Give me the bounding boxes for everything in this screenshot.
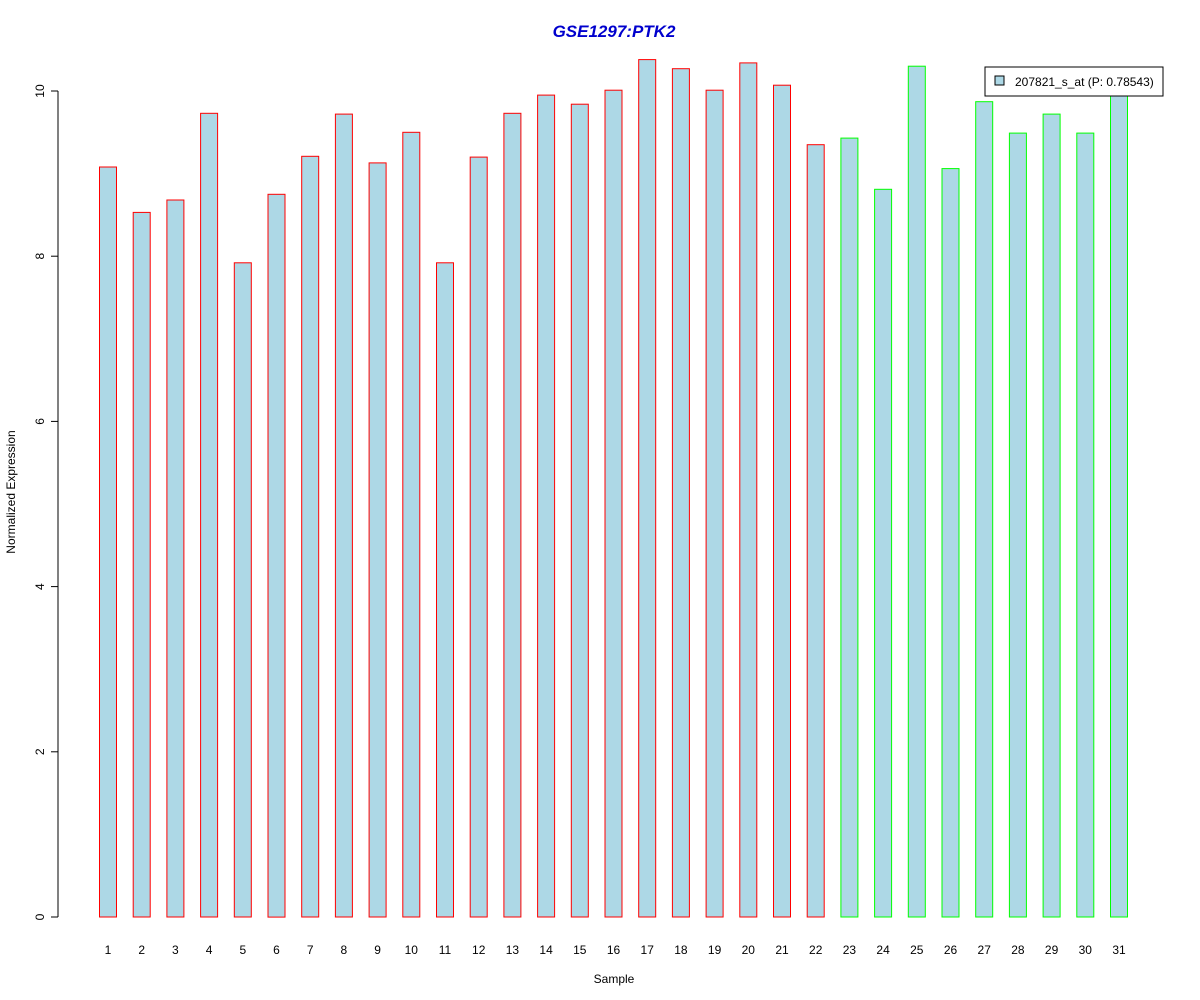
bar-sample-14: [537, 94, 556, 918]
x-tick-label: 15: [573, 943, 587, 957]
bar-sample-26: [941, 168, 960, 918]
bar-sample-10: [402, 131, 421, 918]
x-tick-label: 23: [843, 943, 857, 957]
x-tick-label: 20: [742, 943, 756, 957]
x-tick-label: 29: [1045, 943, 1059, 957]
x-tick-label: 27: [978, 943, 992, 957]
x-tick-label: 25: [910, 943, 924, 957]
bar-sample-19: [705, 89, 724, 918]
x-tick-label: 24: [876, 943, 890, 957]
y-tick-label: 6: [33, 418, 47, 425]
bar-sample-2: [132, 211, 151, 918]
bar-sample-13: [503, 112, 522, 918]
bar-sample-25: [907, 65, 926, 918]
x-tick-label: 8: [341, 943, 348, 957]
x-tick-label: 3: [172, 943, 179, 957]
x-tick-label: 11: [439, 943, 452, 957]
x-tick-label: 7: [307, 943, 314, 957]
bar-sample-28: [1008, 132, 1027, 918]
x-tick-label: 18: [674, 943, 688, 957]
bar-sample-22: [806, 144, 825, 918]
y-tick-label: 0: [33, 913, 47, 920]
bar-sample-31: [1110, 92, 1128, 918]
x-axis-ticks: 1 2 3 4 5 6 7 8 9 10 11 12 13 14 15 16 17 18 19 20 21 22 23 24 2…: [105, 943, 1126, 957]
bar-sample-17: [638, 59, 657, 918]
bar-sample-6: [267, 193, 286, 918]
legend-swatch: [994, 75, 1005, 86]
x-tick-label: 19: [708, 943, 722, 957]
x-tick-label: 13: [506, 943, 520, 957]
y-tick-label: 10: [33, 84, 47, 98]
legend-label: 207821_s_at (P: 0.78543): [1015, 75, 1154, 89]
x-tick-label: 21: [775, 943, 789, 957]
bar-sample-24: [874, 188, 893, 918]
bar-sample-4: [200, 112, 219, 918]
x-tick-label: 22: [809, 943, 823, 957]
y-axis: 0 2 4 6 8 10: [33, 84, 59, 920]
y-tick-label: 4: [33, 583, 47, 590]
bar-sample-15: [570, 103, 589, 918]
y-axis-label: Normalized Expression: [4, 430, 18, 553]
bar-sample-20: [739, 62, 758, 918]
x-tick-label: 26: [944, 943, 958, 957]
bar-sample-30: [1076, 132, 1095, 918]
x-tick-label: 14: [539, 943, 553, 957]
bar-sample-21: [773, 84, 791, 918]
x-tick-label: 31: [1112, 943, 1126, 957]
x-tick-label: 17: [641, 943, 655, 957]
bar-sample-11: [436, 262, 454, 918]
bar-sample-8: [334, 113, 353, 918]
bar-sample-1: [99, 166, 117, 918]
legend: 207821_s_at (P: 0.78543): [984, 66, 1164, 97]
bar-sample-29: [1042, 113, 1061, 918]
bar-sample-12: [469, 156, 488, 918]
x-tick-label: 28: [1011, 943, 1025, 957]
bar-sample-18: [671, 68, 690, 918]
bar-sample-9: [368, 162, 387, 918]
x-tick-label: 9: [374, 943, 381, 957]
x-tick-label: 5: [239, 943, 246, 957]
x-axis-label: Sample: [594, 972, 635, 986]
bar-sample-23: [840, 137, 859, 918]
legend-box: [984, 66, 1164, 97]
y-tick-label: 8: [33, 253, 47, 260]
x-tick-label: 10: [405, 943, 419, 957]
y-tick-label: 2: [33, 748, 47, 755]
chart-title: GSE1297:PTK2: [553, 22, 676, 41]
bar-sample-16: [604, 89, 623, 918]
x-tick-label: 1: [105, 943, 112, 957]
x-tick-label: 6: [273, 943, 280, 957]
x-tick-label: 16: [607, 943, 621, 957]
x-tick-label: 12: [472, 943, 486, 957]
x-tick-label: 4: [206, 943, 213, 957]
bar-sample-7: [301, 155, 320, 918]
bar-sample-5: [233, 262, 252, 918]
x-tick-label: 30: [1079, 943, 1093, 957]
bar-sample-27: [975, 101, 994, 918]
bars: [99, 59, 1128, 918]
x-tick-label: 2: [138, 943, 145, 957]
bar-sample-3: [166, 199, 185, 918]
